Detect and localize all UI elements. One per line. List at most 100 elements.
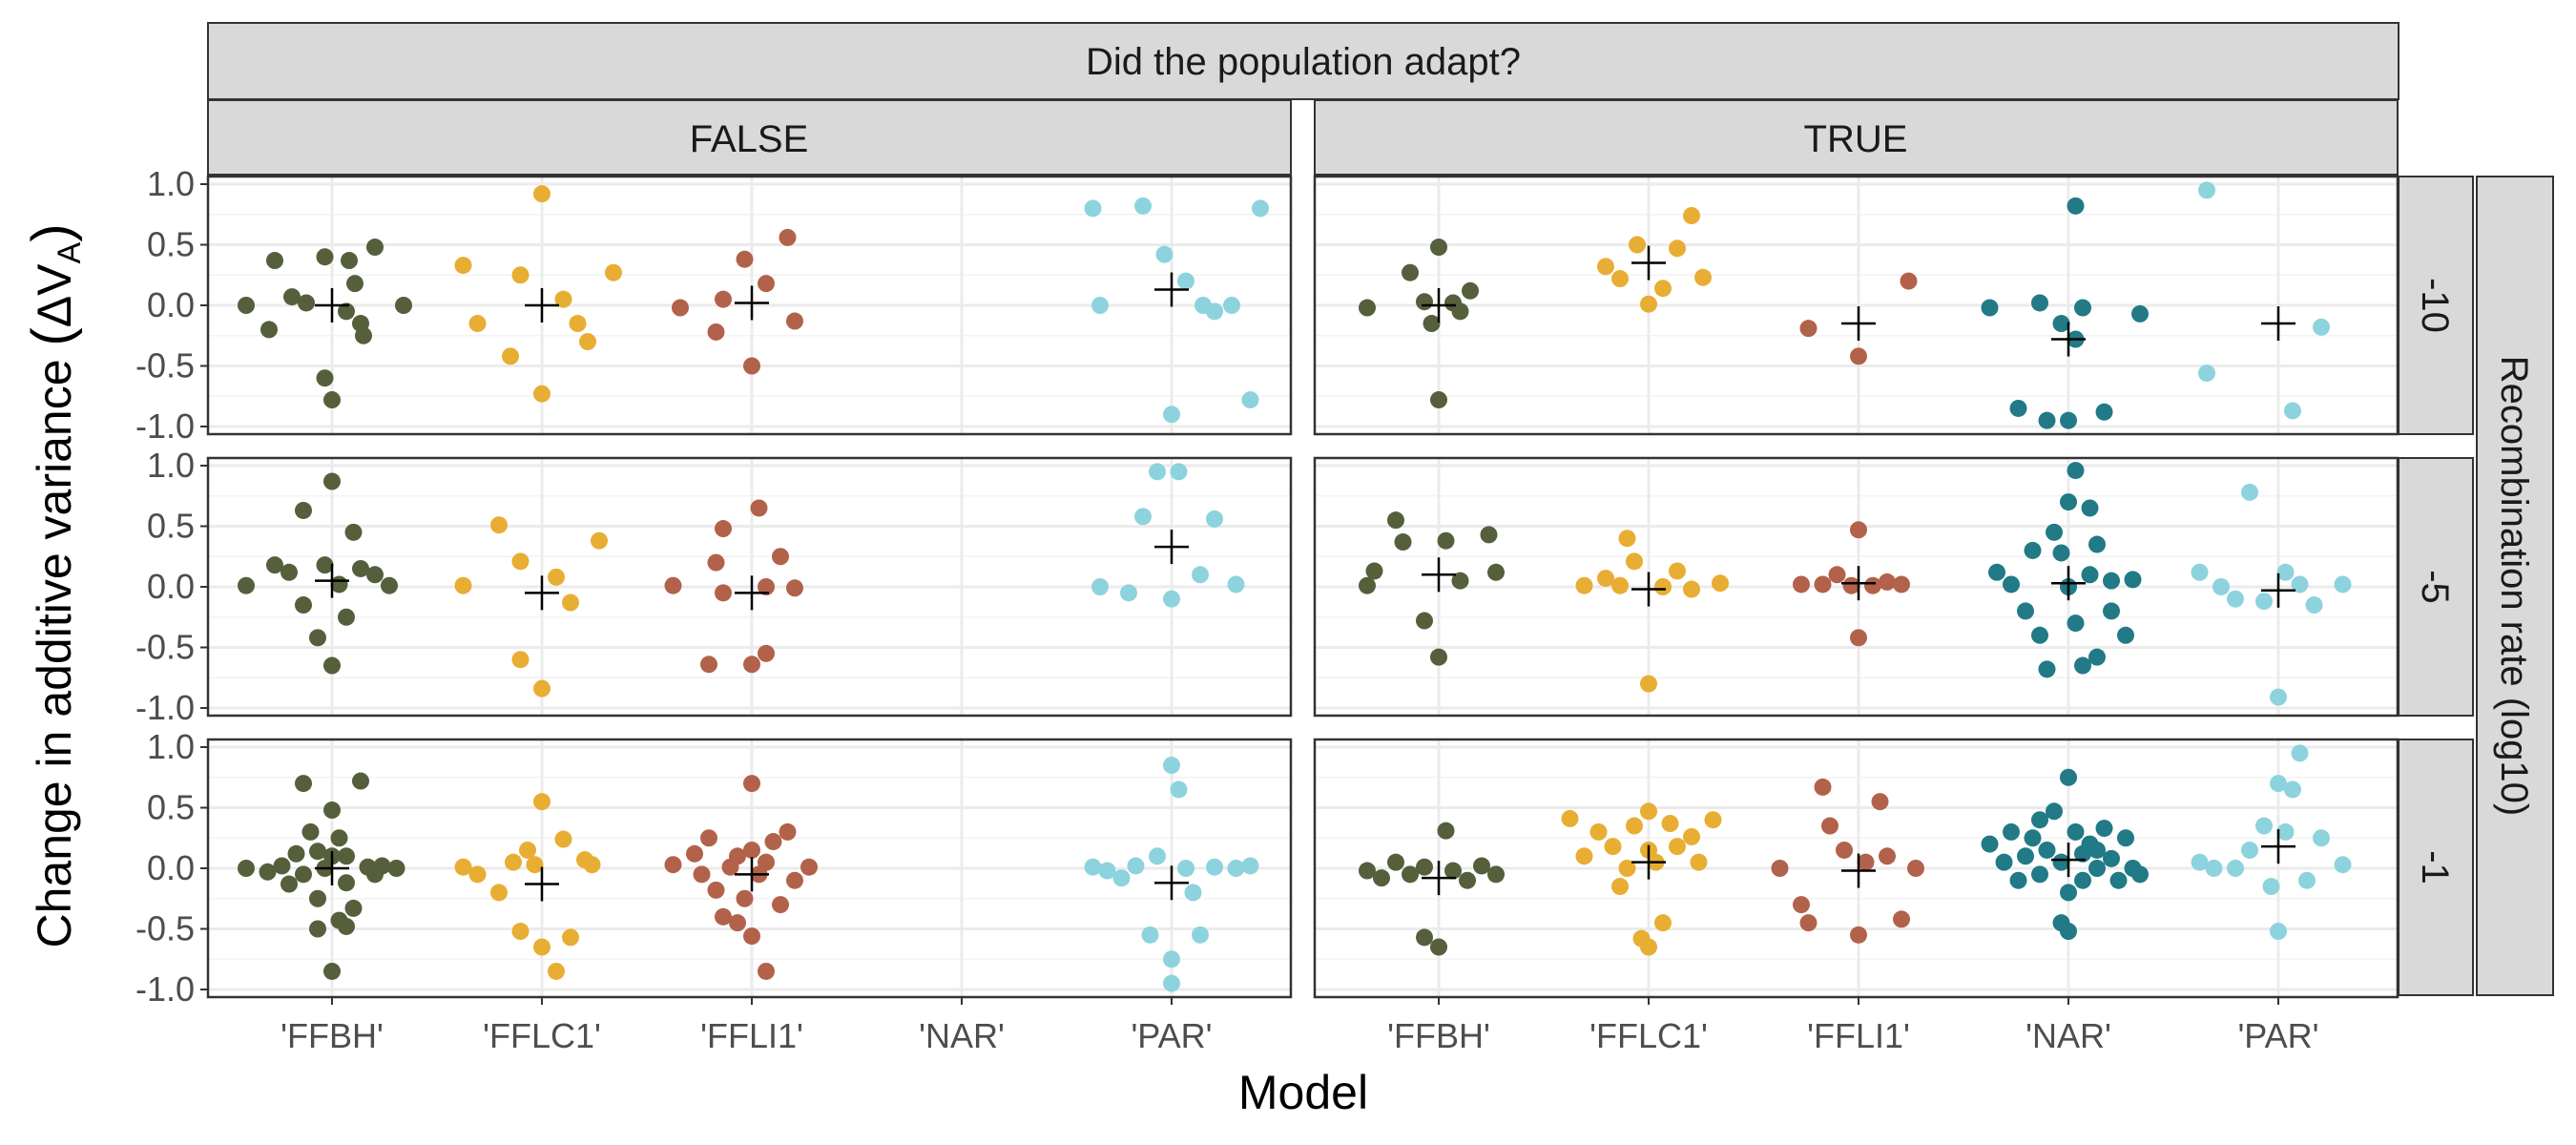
data-point [2081,499,2099,517]
y-tick-label: 0.0 [147,567,195,606]
x-tick-label: 'FFLI1' [1807,1016,1910,1055]
data-point [346,275,364,293]
facet-col-strip-false [207,99,1292,176]
data-point [1893,575,1910,593]
facet-row-label-2: -5 [2414,570,2456,604]
data-point [2052,853,2070,871]
x-tick-label: 'FFLC1' [483,1016,601,1055]
data-point [1430,239,1447,257]
data-point [295,501,312,519]
y-tick-label: 0.0 [147,285,195,324]
data-point [533,793,551,811]
data-point [338,608,355,626]
data-point [490,884,508,902]
data-point [1669,239,1686,258]
data-point [1793,575,1810,593]
data-point [1893,910,1910,928]
data-point [2046,802,2063,821]
panel-false-row3 [206,738,1293,999]
data-point [1120,584,1137,602]
y-tick-label: -0.5 [135,346,195,385]
data-point [2191,563,2209,581]
data-point [1871,793,1889,811]
data-point [1850,521,1867,539]
y-tick-label: -1.0 [135,406,195,446]
data-point [579,333,596,351]
data-point [758,962,775,980]
data-point [2088,841,2106,859]
data-point [786,312,803,330]
data-point [591,531,608,550]
panel-border [1313,175,2399,436]
data-point [554,830,572,848]
data-point [309,920,326,938]
panel-false-row1 [206,175,1293,436]
data-point [1084,858,1102,876]
data-point [505,853,522,871]
data-point [2038,660,2056,678]
data-point [2117,829,2134,847]
data-point [344,899,363,917]
data-point [779,228,797,246]
data-point [323,472,341,490]
data-point [562,928,579,947]
data-point [2060,768,2077,786]
data-point [1712,574,1729,593]
data-point [1416,858,1433,876]
data-point [1828,566,1846,584]
panel-true-row3 [1313,738,2399,999]
data-point [2060,884,2077,902]
data-point [1430,648,1447,666]
data-point [715,290,732,308]
data-point [330,829,348,847]
data-point [511,266,530,284]
facet-col-label-true: TRUE [1804,118,1908,160]
data-point [2003,575,2020,593]
data-point [1879,572,1896,591]
data-point [2074,299,2091,317]
data-point [238,297,255,314]
data-point [338,847,355,865]
data-point [1640,295,1657,313]
data-point [1589,822,1608,841]
data-point [2117,626,2134,644]
data-point [1155,245,1174,263]
data-point [1430,938,1447,956]
data-point [736,250,754,268]
data-point [1387,511,1404,530]
data-point [259,863,277,881]
data-point [1626,817,1643,835]
data-point [309,889,326,907]
data-point [1821,817,1839,835]
data-point [2095,820,2113,838]
data-point [2227,860,2244,877]
data-point [323,391,341,409]
data-point [1091,578,1109,595]
data-point [1437,822,1455,840]
panel-border [1313,456,2399,718]
data-point [338,302,355,321]
data-point [2270,923,2287,941]
data-point [1462,281,1479,300]
data-point [298,294,315,312]
data-point [2052,315,2070,333]
data-point [2103,602,2120,620]
data-point [238,860,255,877]
data-point [1900,272,1918,290]
data-point [1149,463,1166,481]
data-point [468,865,487,884]
data-point [2046,523,2063,541]
data-point [1981,299,1999,317]
y-tick-label: -1.0 [135,969,195,1009]
x-tick-label: 'FFLC1' [1589,1016,1708,1055]
data-point [1814,575,1832,593]
data-point [2124,571,2142,589]
y-axis-title-subscript: A [52,241,88,263]
data-point [1814,778,1832,796]
data-point [2067,197,2085,215]
data-point [715,520,732,538]
data-point [786,871,803,889]
data-point [2060,493,2077,511]
facet-row-strip-1 [2398,176,2474,435]
data-point [1879,847,1896,865]
